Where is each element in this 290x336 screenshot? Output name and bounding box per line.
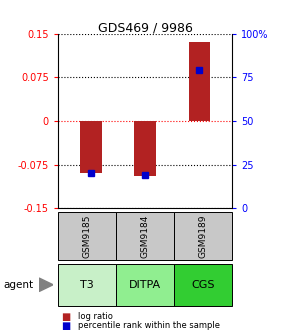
Text: GSM9184: GSM9184 — [140, 214, 150, 258]
Polygon shape — [39, 278, 53, 291]
Text: percentile rank within the sample: percentile rank within the sample — [78, 322, 220, 330]
Bar — [134, 121, 156, 176]
Text: T3: T3 — [80, 280, 94, 290]
Text: ■: ■ — [61, 312, 70, 322]
Text: CGS: CGS — [191, 280, 215, 290]
Text: log ratio: log ratio — [78, 312, 113, 321]
Bar — [80, 121, 101, 173]
Text: GDS469 / 9986: GDS469 / 9986 — [97, 22, 193, 35]
Text: agent: agent — [3, 280, 33, 290]
Text: ■: ■ — [61, 321, 70, 331]
Text: GSM9189: GSM9189 — [198, 214, 208, 258]
Text: DITPA: DITPA — [129, 280, 161, 290]
Text: GSM9185: GSM9185 — [82, 214, 92, 258]
Bar — [188, 42, 210, 121]
